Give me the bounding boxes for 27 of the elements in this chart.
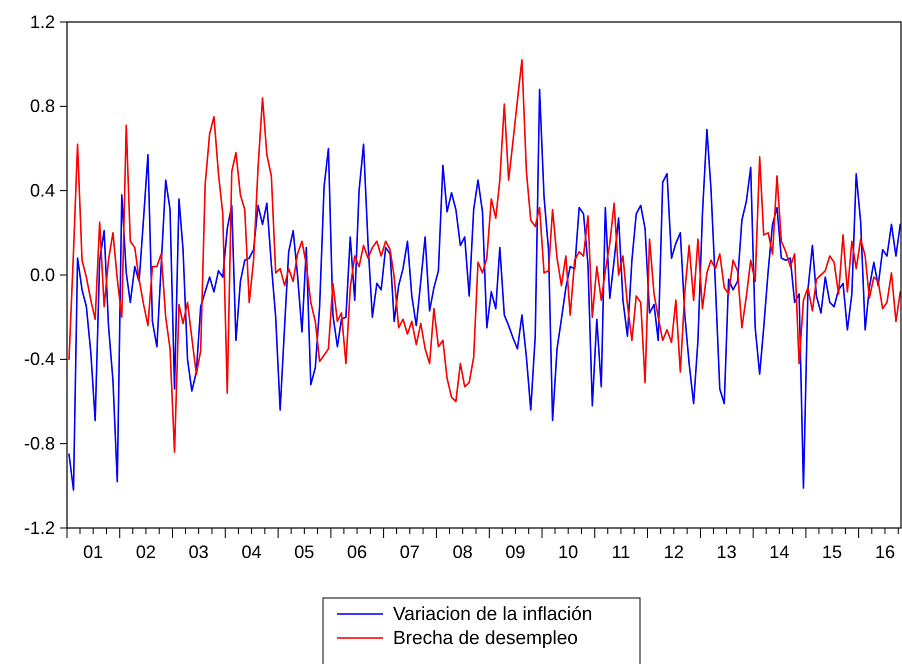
x-tick-label: 09 bbox=[505, 542, 526, 562]
x-tick-label: 08 bbox=[452, 542, 473, 562]
legend-label: Variacion de la inflación bbox=[393, 604, 592, 625]
x-tick-label: 06 bbox=[347, 542, 368, 562]
x-tick-label: 03 bbox=[188, 542, 209, 562]
y-tick-label: 1.2 bbox=[30, 12, 55, 32]
x-tick-label: 07 bbox=[400, 542, 420, 562]
x-tick-label: 10 bbox=[558, 542, 578, 562]
x-tick-label: 13 bbox=[716, 542, 737, 562]
y-tick-label: 0.0 bbox=[30, 264, 55, 285]
x-tick-label: 14 bbox=[769, 542, 790, 562]
y-tick-label: -0.4 bbox=[24, 349, 55, 370]
y-tick-label: -1.2 bbox=[24, 518, 55, 538]
x-tick-label: 11 bbox=[612, 542, 630, 562]
y-tick-label: 0.4 bbox=[30, 180, 55, 200]
x-tick-label: 12 bbox=[664, 542, 684, 562]
x-tick-label: 04 bbox=[242, 542, 262, 562]
line-series bbox=[68, 59, 902, 453]
y-tick-label: -0.8 bbox=[24, 433, 55, 454]
x-tick-label: 02 bbox=[136, 542, 156, 562]
x-tick-label: 15 bbox=[822, 542, 842, 562]
x-tick-label: 01 bbox=[83, 542, 104, 562]
y-tick-label: 0.8 bbox=[30, 96, 55, 116]
legend-label: Brecha de desempleo bbox=[393, 628, 578, 649]
line-series bbox=[68, 88, 902, 491]
x-tick-label: 05 bbox=[294, 542, 314, 562]
x-tick-label: 16 bbox=[874, 542, 895, 562]
